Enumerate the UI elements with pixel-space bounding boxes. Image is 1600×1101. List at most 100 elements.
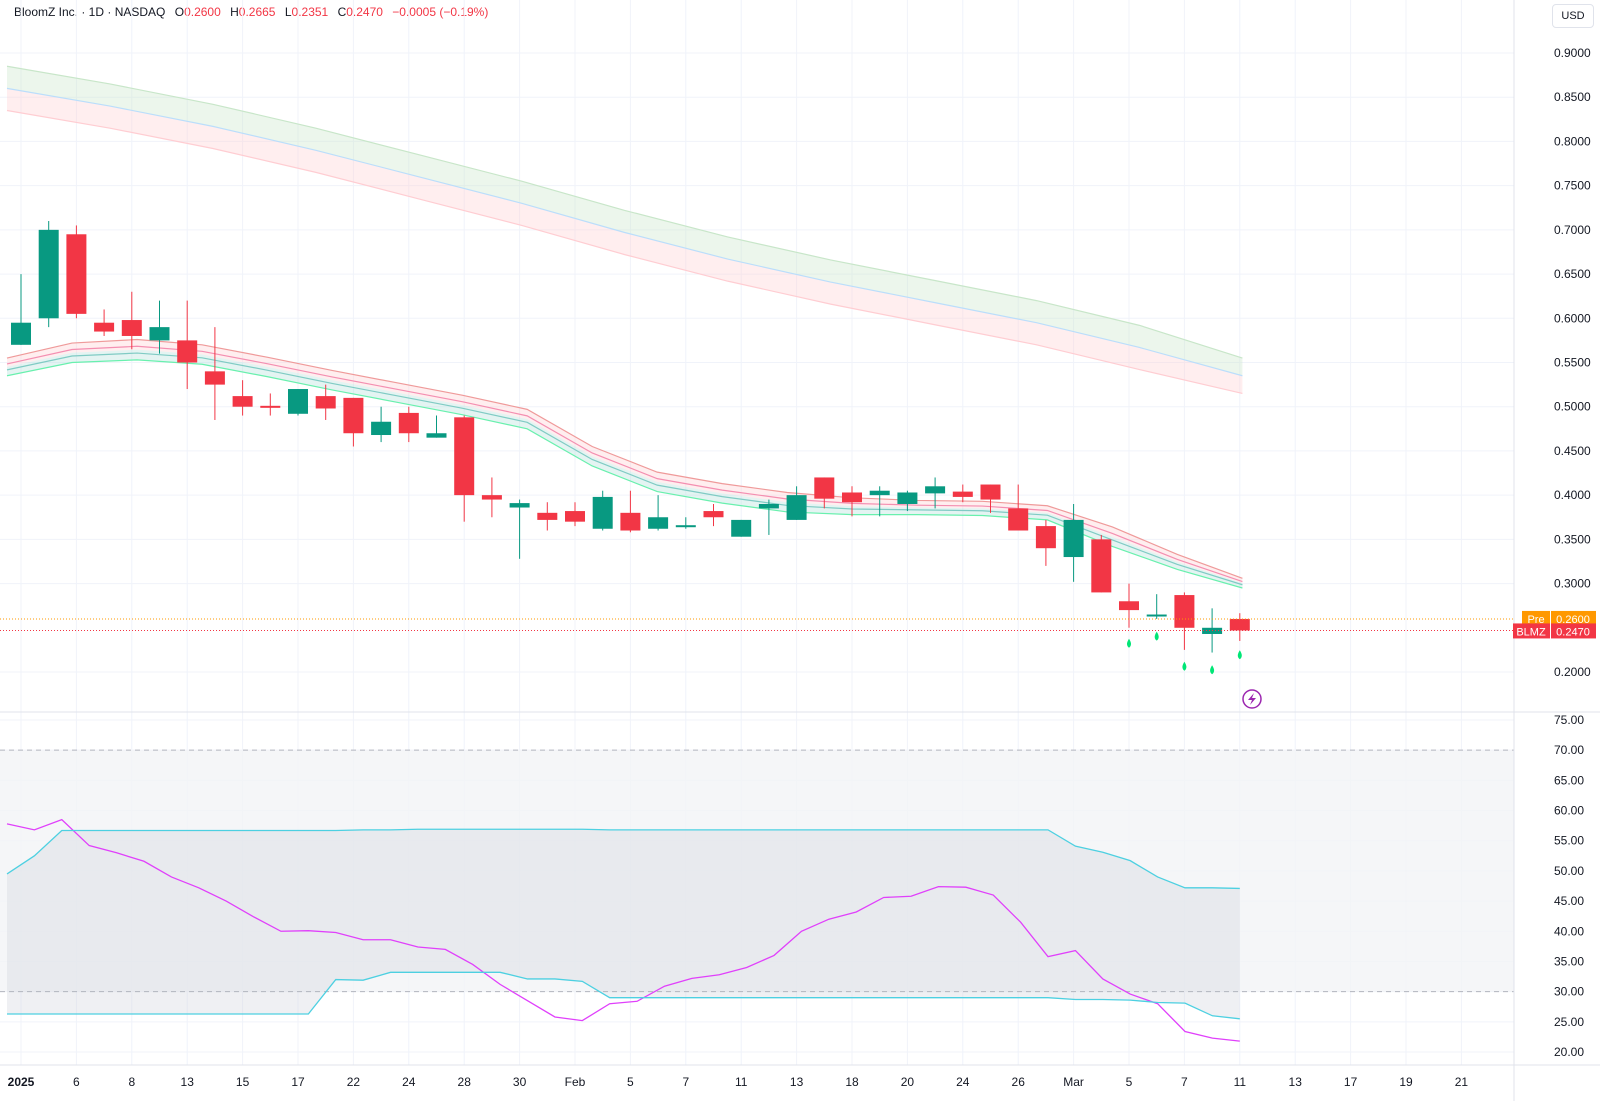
candle (1008, 484, 1029, 531)
far-ribbon-line (6, 109, 1243, 395)
time-tick-label: 2025 (8, 1075, 35, 1089)
candle-body (565, 511, 585, 522)
price-tick-label: 0.5500 (1554, 356, 1591, 370)
candle-body (814, 477, 835, 499)
time-tick-label: 21 (1455, 1075, 1469, 1089)
time-tick-label: 19 (1399, 1075, 1413, 1089)
candle (925, 477, 946, 509)
candle-body (537, 512, 558, 520)
candle-body (842, 492, 862, 503)
osc-tick-label: 65.00 (1554, 773, 1584, 787)
time-tick-label: 11 (735, 1075, 748, 1089)
last-badge-value: 0.2470 (1556, 626, 1590, 638)
far-ribbon-lower-fill (7, 88, 1243, 394)
candle (1035, 519, 1056, 566)
candle (1119, 583, 1139, 628)
osc-tick-label: 70.00 (1554, 743, 1584, 757)
price-tick-label: 0.8000 (1554, 134, 1591, 148)
time-tick-label: 6 (73, 1075, 80, 1089)
time-tick-label: 8 (128, 1075, 135, 1089)
price-tick-label: 0.7000 (1554, 223, 1591, 237)
candle-body (897, 492, 918, 504)
open-label: O (174, 5, 185, 19)
time-tick-label: Feb (565, 1075, 586, 1089)
candle-body (260, 405, 281, 408)
candle (315, 384, 336, 420)
candle-body (454, 417, 475, 496)
rsi-line (6, 818, 1240, 1042)
candle (1174, 592, 1195, 650)
currency-button[interactable]: USD (1552, 4, 1594, 28)
candle (398, 406, 419, 443)
bullish-signal-marker (1210, 665, 1215, 675)
candle (814, 477, 835, 509)
candles[interactable] (11, 221, 1250, 653)
price-tick-label: 0.8500 (1554, 90, 1591, 104)
time-tick-label: 18 (845, 1075, 859, 1089)
ema-ribbon (6, 65, 1243, 589)
candle-body (620, 512, 641, 531)
candle (675, 517, 696, 529)
candle-body (177, 340, 198, 363)
candle (897, 490, 918, 512)
candle-body (1035, 526, 1056, 549)
candle-body (980, 484, 1001, 500)
time-tick-label: 11 (1234, 1075, 1247, 1089)
candle-body (1008, 508, 1029, 531)
pre-badge-value: 0.2600 (1556, 614, 1590, 626)
price-tick-label: 0.5000 (1554, 400, 1591, 414)
time-tick-label: 5 (627, 1075, 634, 1089)
time-tick-label: 24 (956, 1075, 970, 1089)
candle-body (758, 503, 779, 509)
candle-body (952, 491, 973, 497)
candle-body (398, 412, 419, 434)
candle (232, 380, 253, 416)
near-ribbon-line (6, 345, 1243, 583)
open-value: 0.2600 (184, 5, 221, 19)
candle-body (121, 320, 142, 336)
band-line (7, 971, 1240, 1020)
osc-tick-label: 60.00 (1554, 804, 1584, 818)
price-tick-label: 0.2000 (1554, 665, 1591, 679)
rsi-background-band (0, 750, 1514, 992)
candle (509, 499, 530, 559)
candle-body (731, 519, 752, 537)
candle-body (94, 322, 115, 332)
candle (260, 393, 281, 416)
candle-body (1119, 601, 1139, 611)
time-tick-label: Mar (1063, 1075, 1084, 1089)
candle (11, 274, 31, 345)
pre-badge-value-bg (1551, 610, 1596, 626)
candle-body (509, 503, 530, 508)
candle (121, 291, 142, 350)
high-label: H (230, 5, 239, 19)
candle-body (426, 433, 447, 438)
close-value: 0.2470 (346, 5, 383, 19)
price-tick-label: 0.6000 (1554, 311, 1591, 325)
candle-body (1091, 539, 1112, 593)
time-tick-label: 7 (1181, 1075, 1188, 1089)
time-tick-label: 17 (1344, 1075, 1358, 1089)
band-fill (7, 829, 1240, 1019)
last-badge-label: BLMZ (1516, 626, 1546, 638)
osc-tick-label: 25.00 (1554, 1015, 1584, 1029)
flash-icon[interactable] (1242, 689, 1262, 709)
candle-body (592, 496, 613, 529)
osc-tick-label: 50.00 (1554, 864, 1584, 878)
candle (454, 415, 475, 522)
candle (703, 503, 724, 527)
candle (786, 486, 807, 520)
price-tick-label: 0.3000 (1554, 577, 1591, 591)
time-tick-label: 13 (1289, 1075, 1303, 1089)
low-value: 0.2351 (291, 5, 329, 19)
osc-tick-label: 35.00 (1554, 954, 1584, 968)
candle (648, 495, 669, 531)
last-badge-value-bg (1551, 623, 1596, 639)
pre-badge-label: Pre (1527, 614, 1544, 626)
candle-body (648, 517, 669, 529)
far-ribbon-line (6, 87, 1243, 377)
bullish-signal-marker (1182, 661, 1187, 671)
pre-badge-label-bg (1522, 610, 1550, 626)
